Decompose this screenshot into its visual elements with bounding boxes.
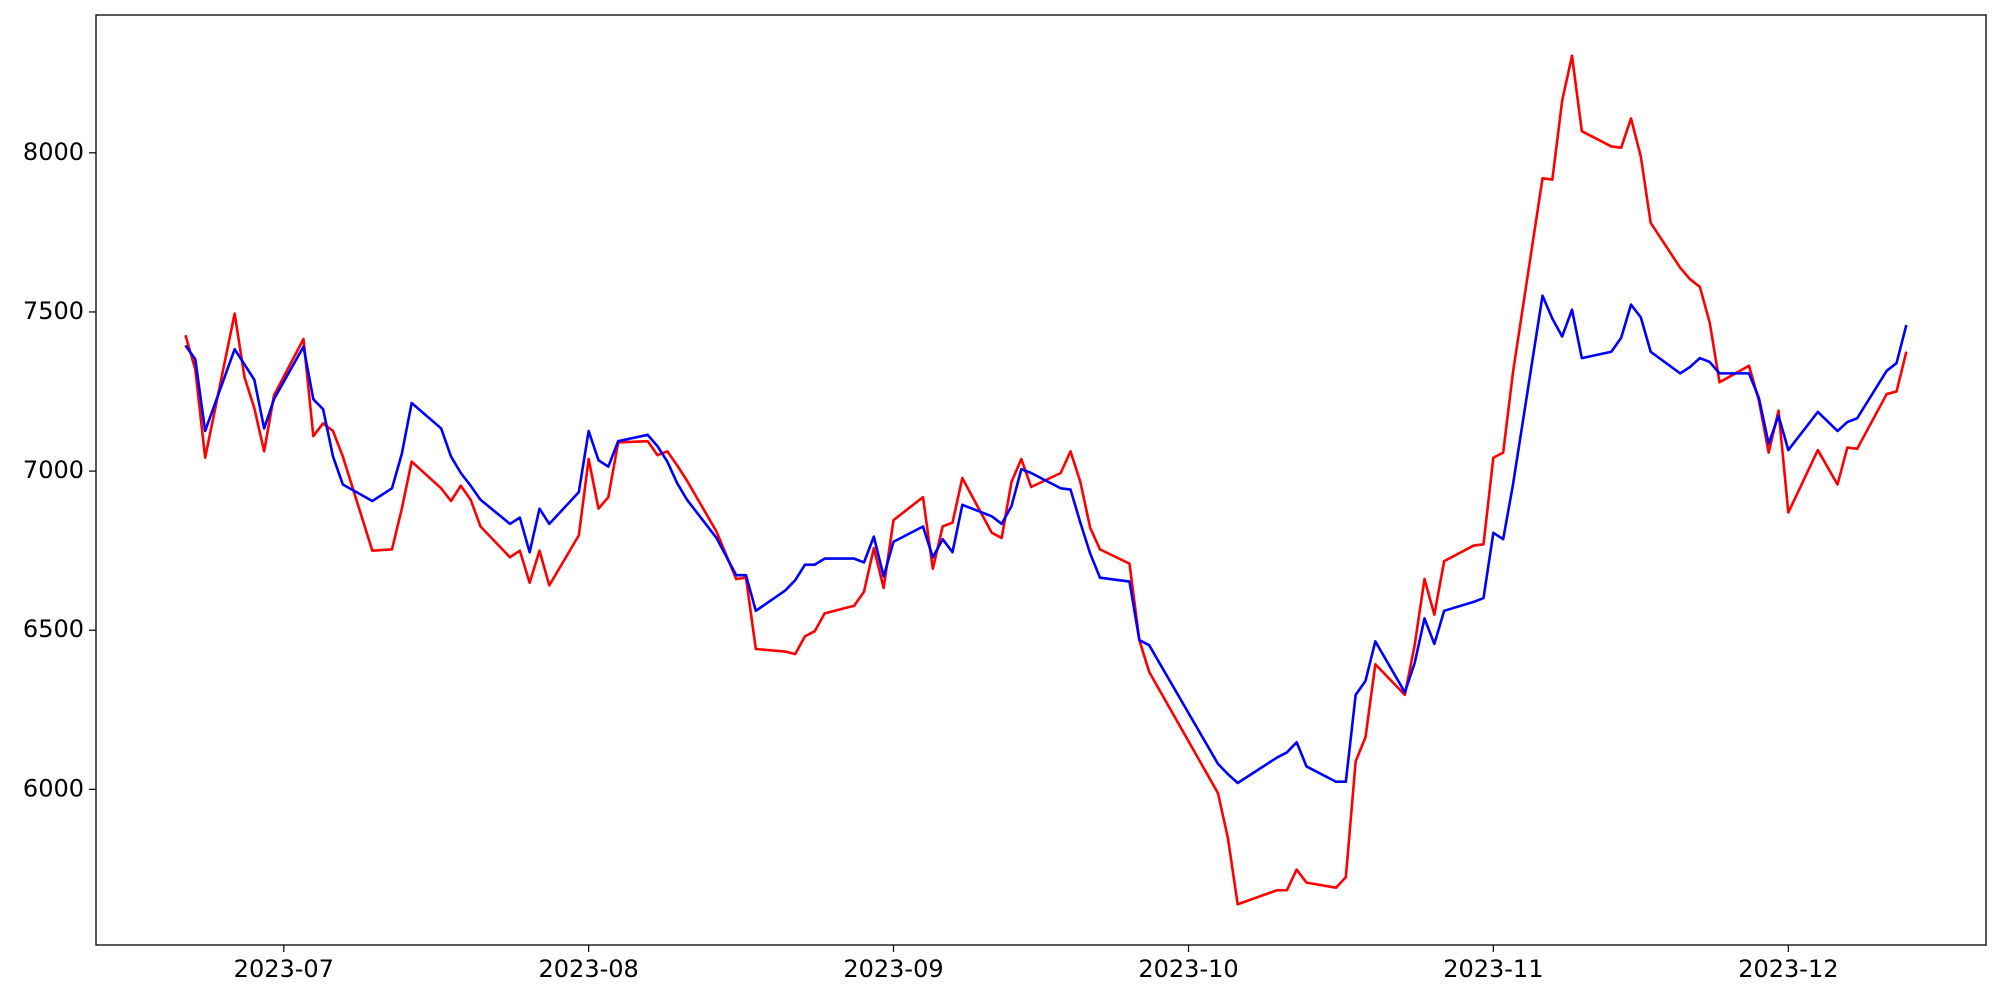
x-tick-label: 2023-09 xyxy=(843,955,943,983)
line-series xyxy=(184,54,1908,906)
x-tick-label: 2023-11 xyxy=(1443,955,1543,983)
y-tick-label: 6000 xyxy=(23,774,84,802)
x-tick-label: 2023-12 xyxy=(1738,955,1838,983)
line-series xyxy=(184,294,1908,785)
x-tick-label: 2023-10 xyxy=(1138,955,1238,983)
x-tick-label: 2023-07 xyxy=(234,955,334,983)
y-tick-label: 7500 xyxy=(23,297,84,325)
y-tick-label: 7000 xyxy=(23,456,84,484)
y-tick-label: 6500 xyxy=(23,615,84,643)
x-tick-label: 2023-08 xyxy=(539,955,639,983)
y-tick-label: 8000 xyxy=(23,138,84,166)
plot-frame xyxy=(95,14,1987,946)
